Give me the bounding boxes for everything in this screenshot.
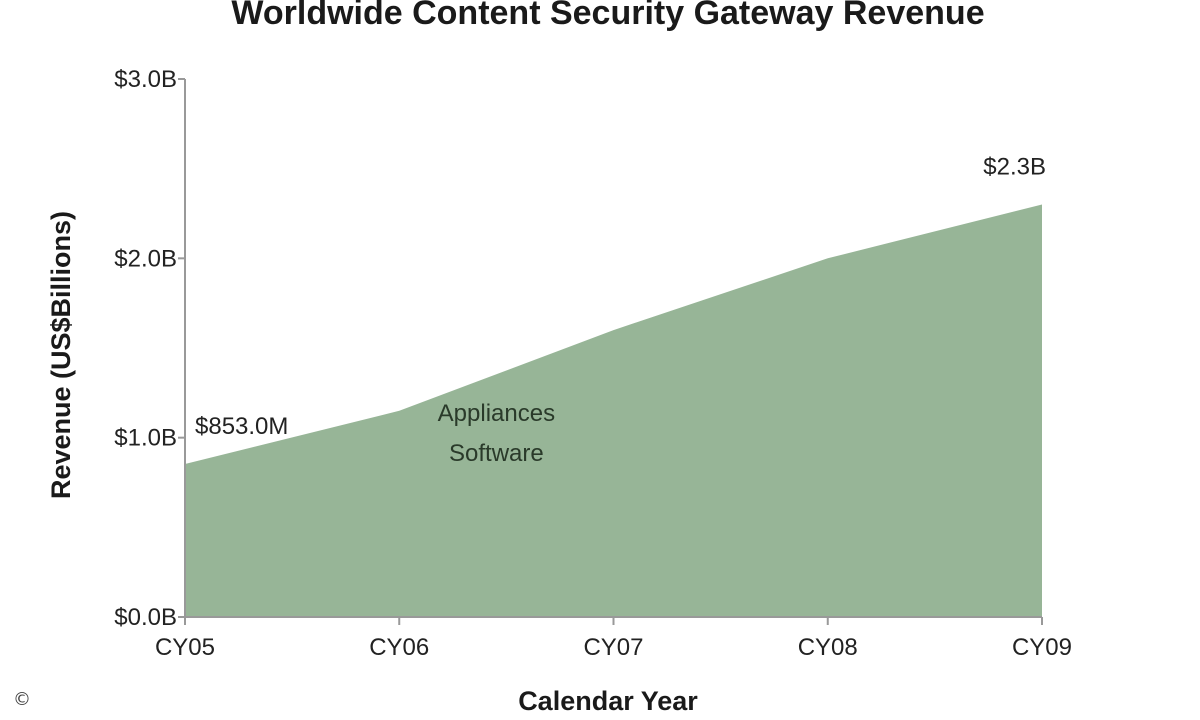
series-label: Appliances Software [438, 400, 555, 467]
series-name-label: Software [449, 440, 544, 467]
y-tick-labels: $0.0B $1.0B $2.0B $3.0B [114, 66, 177, 631]
x-axis-title: Calendar Year [518, 686, 698, 716]
copyright-icon: © [13, 689, 31, 710]
x-tick-label: CY08 [798, 634, 858, 661]
x-tick-label: CY07 [583, 634, 643, 661]
data-labels: $853.0M $2.3B [195, 154, 1046, 440]
x-tick-labels: CY05 CY06 CY07 CY08 CY09 [155, 634, 1072, 661]
x-tick-label: CY06 [369, 634, 429, 661]
y-tick-label: $3.0B [114, 66, 177, 93]
axes [178, 78, 1043, 625]
data-label: $853.0M [195, 413, 288, 440]
series-name-label: Appliances [438, 400, 555, 427]
x-tick-label: CY09 [1012, 634, 1072, 661]
chart-title: Worldwide Content Security Gateway Reven… [231, 0, 984, 32]
area-layer [185, 204, 1042, 617]
y-tick-label: $0.0B [114, 604, 177, 631]
data-label: $2.3B [983, 154, 1046, 181]
x-tick-label: CY05 [155, 634, 215, 661]
area-series [185, 204, 1042, 617]
y-tick-label: $2.0B [114, 245, 177, 272]
y-tick-label: $1.0B [114, 425, 177, 452]
y-axis-title: Revenue (US$Billions) [46, 211, 76, 499]
